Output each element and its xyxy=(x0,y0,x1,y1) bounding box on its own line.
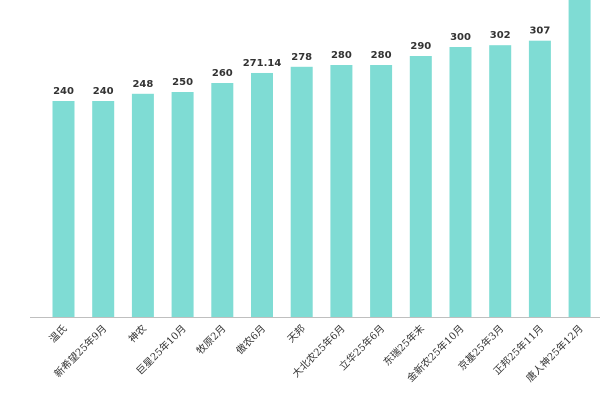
bars-group xyxy=(52,0,591,317)
bar-9 xyxy=(409,56,432,317)
value-label-10: 300 xyxy=(450,32,471,43)
bar-8 xyxy=(370,65,393,317)
bar-2 xyxy=(131,93,154,317)
value-label-3: 250 xyxy=(172,77,193,88)
category-label-0: 温氏 xyxy=(47,323,70,346)
value-label-6: 278 xyxy=(291,52,312,63)
category-label-2: 神农 xyxy=(126,322,149,345)
bar-7 xyxy=(330,65,353,317)
value-label-8: 280 xyxy=(371,50,392,61)
category-label-5: 傲农6月 xyxy=(233,322,268,357)
category-label-4: 牧原2月 xyxy=(194,322,229,357)
bar-13 xyxy=(568,0,591,317)
value-label-9: 290 xyxy=(410,41,431,52)
value-label-0: 240 xyxy=(53,86,74,97)
value-label-7: 280 xyxy=(331,50,352,61)
bar-4 xyxy=(211,83,234,317)
value-label-11: 302 xyxy=(490,30,511,41)
bar-1 xyxy=(92,101,115,317)
bar-12 xyxy=(528,40,551,317)
value-label-5: 271.14 xyxy=(243,58,282,69)
value-label-12: 307 xyxy=(529,26,550,37)
value-label-1: 240 xyxy=(93,86,114,97)
value-labels-group: 240 240 248 250 260 271.14 278 280 280 290 300 302 3… xyxy=(53,26,550,97)
bar-6 xyxy=(290,66,313,317)
category-label-6: 天邦 xyxy=(284,322,307,345)
bar-5 xyxy=(251,72,273,317)
bar-0 xyxy=(52,101,75,317)
bar-3 xyxy=(171,92,194,317)
bar-10 xyxy=(449,47,472,317)
value-label-2: 248 xyxy=(132,79,153,90)
value-label-4: 260 xyxy=(212,68,233,79)
bar-11 xyxy=(489,45,512,317)
